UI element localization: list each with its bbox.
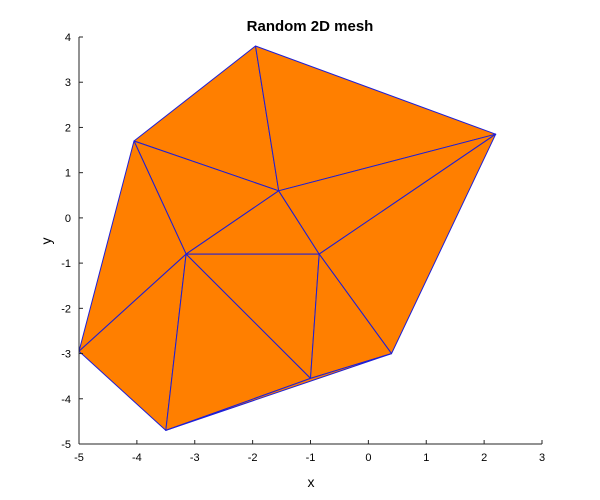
x-tick-label: 3 (539, 452, 545, 464)
y-tick-label: 2 (65, 122, 71, 134)
x-tick-label: 0 (365, 452, 371, 464)
mesh-layer (78, 45, 497, 431)
y-tick-label: 4 (65, 32, 71, 44)
x-axis-label: x (308, 474, 315, 490)
y-tick-label: -2 (61, 303, 71, 315)
y-tick-label: -4 (61, 394, 71, 406)
y-ticks: -5 -4 -3 -2 -1 0 1 2 3 4 (61, 32, 83, 451)
y-axis-label: y (38, 238, 54, 245)
y-tick-label: 0 (65, 213, 71, 225)
y-tick-label: 1 (65, 168, 71, 180)
x-tick-label: -2 (248, 452, 258, 464)
x-ticks: -5 -4 -3 -2 -1 0 1 2 3 (74, 440, 545, 464)
x-tick-label: 2 (481, 452, 487, 464)
y-tick-label: -5 (61, 439, 71, 451)
x-tick-label: -4 (132, 452, 142, 464)
x-tick-label: -3 (190, 452, 200, 464)
x-tick-label: -1 (306, 452, 316, 464)
mesh-triangle-11 (165, 353, 392, 431)
chart-title: Random 2D mesh (247, 18, 374, 35)
y-tick-label: 3 (65, 77, 71, 89)
y-tick-label: -1 (61, 258, 71, 270)
x-tick-label: 1 (423, 452, 429, 464)
x-tick-label: -5 (74, 452, 84, 464)
y-tick-label: -3 (61, 349, 71, 361)
